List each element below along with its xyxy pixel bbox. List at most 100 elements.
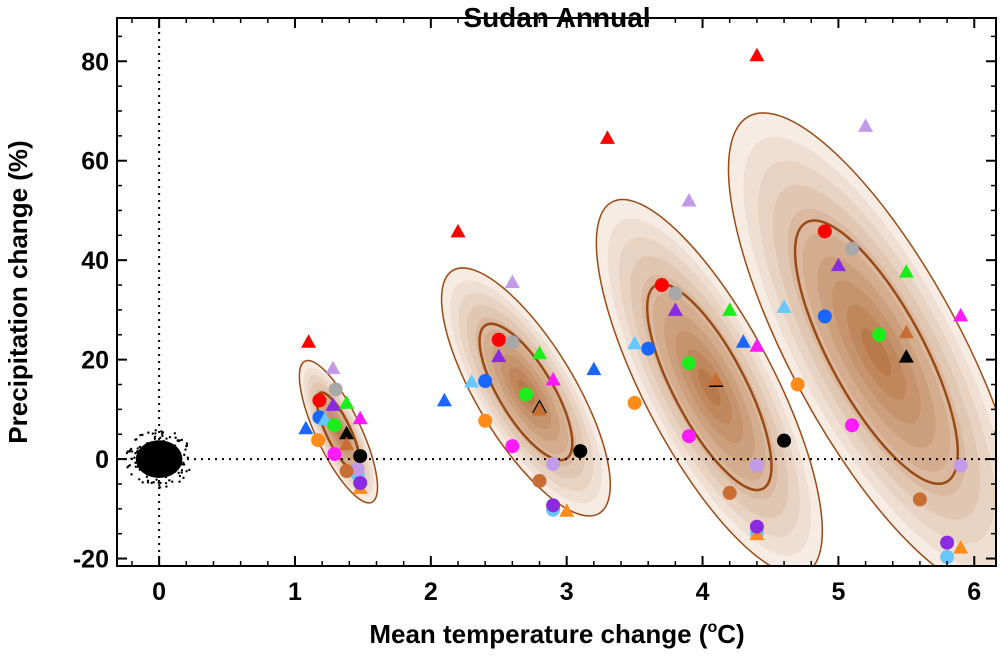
control-sample bbox=[152, 480, 155, 484]
blue-circle-point bbox=[817, 309, 832, 324]
control-sample bbox=[183, 453, 186, 457]
control-sample bbox=[151, 432, 155, 435]
control-sample bbox=[138, 445, 142, 449]
control-sample bbox=[168, 435, 172, 439]
purple-triangle-point bbox=[667, 302, 683, 316]
control-sample bbox=[130, 473, 133, 476]
control-sample bbox=[177, 457, 181, 460]
cyan-triangle-point bbox=[627, 335, 643, 350]
purple-circle-point bbox=[749, 519, 764, 534]
x-axis-label-main: Mean temperature change ( bbox=[369, 619, 707, 649]
plot-area bbox=[117, 18, 996, 566]
brown-circle-point bbox=[912, 492, 927, 507]
control-sample bbox=[160, 441, 163, 445]
control-sample bbox=[155, 478, 158, 481]
y-axis-label: Precipitation change (%) bbox=[3, 140, 33, 443]
control-sample bbox=[178, 480, 181, 483]
lavender-circle-point bbox=[350, 462, 365, 477]
magenta-triangle-point bbox=[953, 307, 969, 322]
x-axis-label-unit: C) bbox=[717, 619, 744, 649]
brown-triangle-point bbox=[532, 401, 548, 416]
lavender-triangle-point bbox=[858, 118, 874, 132]
green-triangle-point bbox=[898, 264, 914, 278]
control-sample bbox=[173, 432, 177, 435]
control-sample bbox=[148, 446, 152, 449]
y-tick-label: -20 bbox=[73, 546, 109, 574]
y-tick-label: 0 bbox=[95, 446, 109, 474]
control-sample bbox=[158, 484, 161, 487]
gray-circle-point bbox=[844, 241, 859, 256]
x-axis-label: Mean temperature change (oC) bbox=[369, 619, 744, 649]
y-axis-ticks: -20 0 20 40 60 80 bbox=[73, 35, 996, 574]
brown-triangle-point bbox=[339, 436, 355, 451]
control-sample bbox=[185, 442, 189, 445]
control-sample bbox=[150, 459, 153, 462]
green-triangle-point bbox=[722, 302, 738, 316]
orange-circle-point bbox=[311, 433, 326, 448]
control-sample bbox=[182, 476, 185, 480]
gray-circle-point bbox=[505, 335, 520, 350]
control-sample bbox=[184, 448, 187, 451]
x-tick-label: 0 bbox=[152, 578, 166, 606]
orange-triangle-point bbox=[559, 503, 575, 517]
blue-circle-point bbox=[641, 341, 656, 356]
lavender-triangle-point bbox=[325, 360, 341, 375]
x-axis-ticks: 0 1 2 3 4 5 6 bbox=[131, 18, 981, 606]
green-circle-point bbox=[327, 418, 342, 433]
control-sample bbox=[165, 442, 168, 446]
control-sample bbox=[159, 481, 162, 485]
control-sample bbox=[136, 455, 140, 458]
control-sample bbox=[154, 440, 158, 443]
control-sample bbox=[171, 461, 175, 464]
magenta-circle-point bbox=[327, 447, 342, 462]
control-sample bbox=[160, 468, 164, 471]
control-sample bbox=[136, 461, 140, 464]
y-tick-label: 80 bbox=[81, 48, 109, 76]
green-triangle-point bbox=[532, 345, 548, 360]
control-sample bbox=[180, 438, 184, 442]
control-sample bbox=[145, 450, 148, 453]
orange-circle-point bbox=[627, 395, 642, 410]
cyan-triangle-point bbox=[776, 299, 792, 313]
y-tick-label: 60 bbox=[81, 148, 109, 176]
control-sample bbox=[186, 456, 189, 459]
magenta-triangle-point bbox=[545, 372, 561, 386]
x-tick-label: 4 bbox=[696, 578, 710, 606]
control-sample bbox=[134, 465, 138, 469]
lavender-circle-point bbox=[953, 458, 968, 473]
brown-triangle-point bbox=[898, 324, 914, 339]
purple-circle-point bbox=[353, 475, 368, 490]
control-sample bbox=[136, 450, 139, 453]
control-sample bbox=[138, 478, 141, 481]
control-sample bbox=[145, 455, 148, 458]
control-sample bbox=[152, 464, 156, 468]
control-sample bbox=[168, 452, 171, 455]
y-tick-label: 20 bbox=[81, 347, 109, 375]
control-sample bbox=[149, 471, 153, 475]
control-sample bbox=[180, 469, 184, 472]
control-sample bbox=[154, 432, 157, 435]
control-sample bbox=[185, 470, 188, 473]
red-circle-point bbox=[491, 332, 506, 347]
control-sample bbox=[162, 439, 165, 443]
magenta-circle-point bbox=[681, 429, 696, 444]
control-sample bbox=[135, 458, 139, 461]
control-sample bbox=[185, 444, 188, 448]
control-sample bbox=[141, 433, 144, 437]
red-triangle-point bbox=[749, 47, 765, 62]
black-circle-point bbox=[573, 444, 588, 459]
control-sample bbox=[152, 447, 155, 450]
magenta-triangle-point bbox=[749, 338, 765, 352]
control-sample bbox=[136, 465, 139, 468]
control-sample bbox=[147, 431, 150, 434]
control-sample bbox=[157, 481, 160, 484]
control-sample bbox=[139, 451, 142, 454]
x-tick-label: 6 bbox=[967, 578, 981, 606]
lavender-circle-point bbox=[546, 457, 561, 472]
control-sample bbox=[160, 432, 164, 436]
control-sample bbox=[171, 467, 174, 470]
control-sample bbox=[178, 453, 181, 457]
control-sample bbox=[140, 461, 144, 464]
x-tick-label: 5 bbox=[831, 578, 845, 606]
control-sample bbox=[126, 466, 129, 469]
